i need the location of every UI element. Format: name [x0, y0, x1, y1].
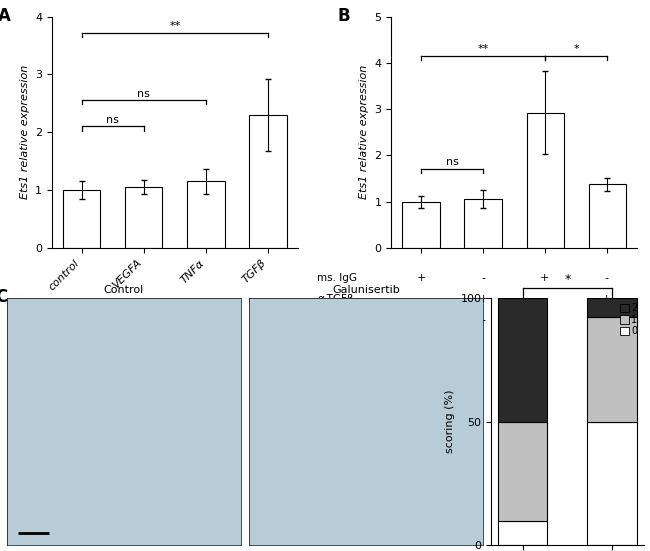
- Y-axis label: scoring (%): scoring (%): [445, 390, 455, 453]
- Text: -: -: [482, 315, 486, 325]
- Bar: [589, 184, 626, 248]
- Bar: [499, 422, 547, 521]
- Text: +: +: [602, 315, 611, 325]
- Bar: [588, 422, 636, 545]
- Bar: [499, 521, 547, 545]
- Text: +: +: [417, 273, 426, 283]
- Bar: [588, 298, 636, 317]
- Legend: 2, 1, 0: 2, 1, 0: [619, 302, 639, 337]
- Bar: [402, 202, 439, 248]
- Bar: [526, 113, 564, 248]
- Text: *: *: [564, 273, 571, 287]
- Text: ns: ns: [446, 158, 458, 168]
- Text: -: -: [543, 294, 547, 304]
- Text: A: A: [0, 7, 11, 25]
- Title: Galunisertib: Galunisertib: [332, 285, 400, 295]
- Bar: [63, 190, 100, 248]
- Bar: [250, 115, 287, 248]
- Text: B: B: [337, 7, 350, 25]
- Text: +: +: [602, 294, 611, 304]
- Y-axis label: Ets1 relative expression: Ets1 relative expression: [20, 65, 30, 199]
- Text: +: +: [540, 315, 549, 325]
- Text: **: **: [169, 21, 181, 31]
- Text: C: C: [0, 288, 7, 306]
- Text: -: -: [420, 315, 424, 325]
- Y-axis label: Ets1 relative expression: Ets1 relative expression: [359, 65, 369, 199]
- Text: ns: ns: [107, 115, 119, 125]
- Bar: [499, 298, 547, 422]
- Text: *: *: [573, 44, 579, 54]
- Text: ms. IgG: ms. IgG: [317, 273, 358, 283]
- Text: -: -: [420, 294, 424, 304]
- Text: **: **: [478, 44, 489, 54]
- Title: Control: Control: [103, 285, 144, 295]
- Text: -: -: [604, 273, 608, 283]
- Text: +: +: [478, 294, 488, 304]
- Bar: [465, 199, 502, 248]
- Bar: [125, 187, 162, 248]
- Bar: [187, 181, 224, 248]
- Bar: [588, 317, 636, 422]
- Text: +: +: [540, 273, 549, 283]
- Text: cond. med.: cond. med.: [317, 315, 376, 325]
- Text: ns: ns: [137, 89, 150, 99]
- Text: -: -: [482, 273, 486, 283]
- Text: α-TGFβ: α-TGFβ: [317, 294, 354, 304]
